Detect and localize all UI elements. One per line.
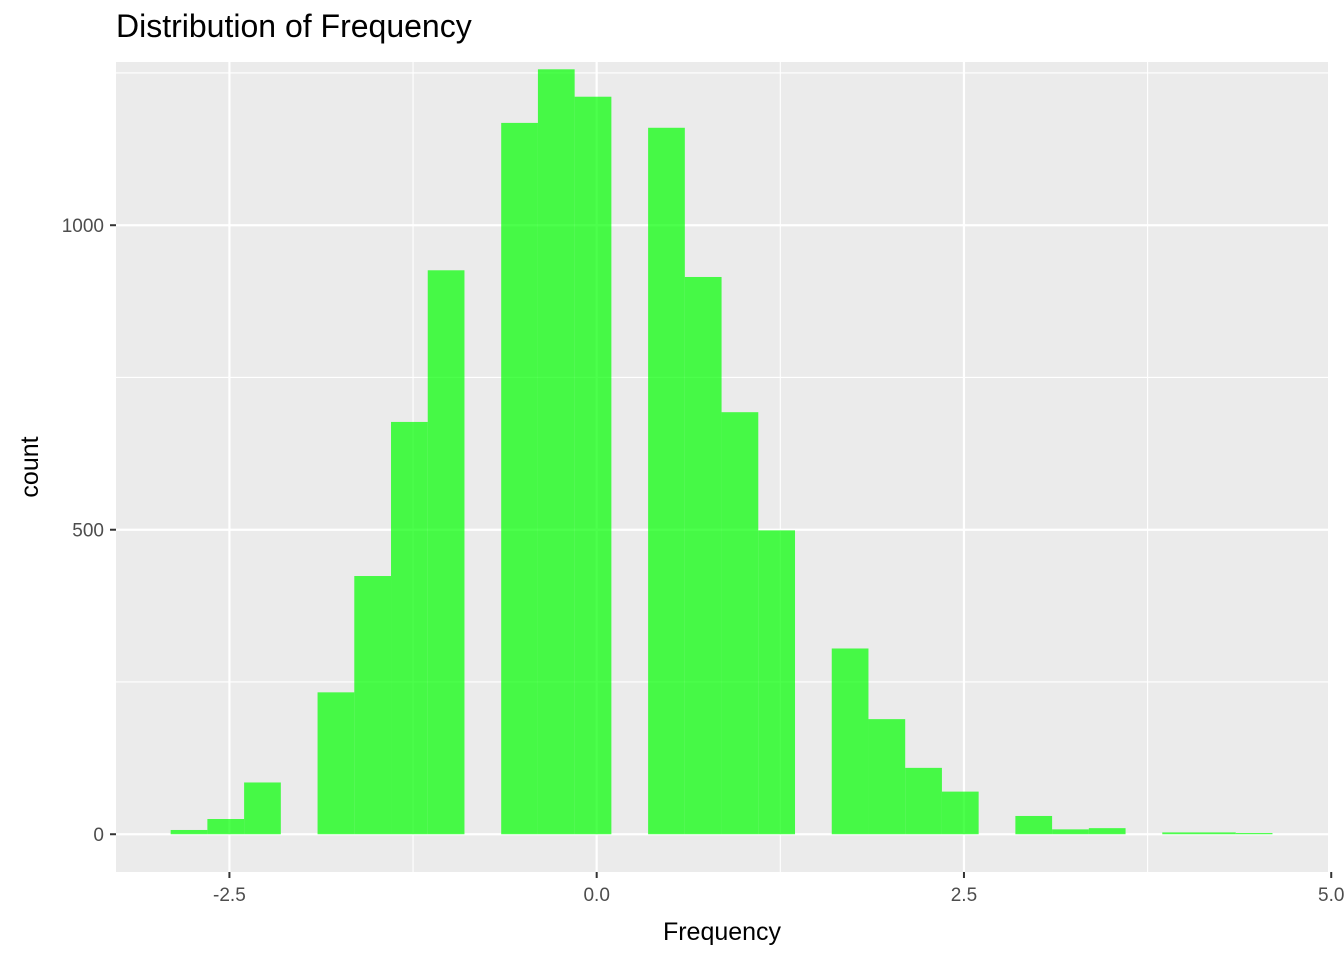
histogram-bar [391, 421, 428, 835]
y-tick-labels: 0 500 1000 [62, 216, 104, 846]
x-axis-title: Frequency [663, 918, 782, 946]
x-tick-label: 2.5 [951, 885, 977, 906]
histogram-bar [244, 782, 281, 835]
histogram-bar [905, 767, 942, 835]
histogram-bar [574, 96, 612, 835]
y-tick-label: 1000 [62, 216, 104, 237]
y-axis-title: count [16, 436, 44, 497]
x-tick-labels: -2.5 0.0 2.5 5.0 [213, 885, 1344, 906]
histogram-bar [721, 412, 759, 835]
y-tick-label: 500 [72, 521, 104, 542]
histogram-bar [868, 719, 906, 835]
histogram-bar [537, 69, 575, 835]
histogram-bar [1235, 833, 1273, 835]
histogram-bar [1199, 832, 1236, 835]
histogram-bar [207, 819, 245, 835]
histogram-bar [684, 276, 722, 835]
histogram-bars [170, 69, 1273, 835]
histogram-bar [170, 829, 208, 835]
chart-title: Distribution of Frequency [116, 8, 472, 44]
x-tick-label: -2.5 [213, 885, 246, 906]
axis-ticks [110, 224, 1333, 878]
x-tick-label: 0.0 [583, 885, 609, 906]
histogram-bar [1162, 832, 1200, 835]
x-tick-label: 5.0 [1318, 885, 1344, 906]
histogram-bar [1015, 815, 1053, 835]
histogram-bar [501, 122, 538, 835]
histogram-bar [941, 791, 979, 835]
histogram-bar [1052, 829, 1089, 835]
histogram-bar [831, 648, 869, 835]
histogram-bar [1088, 828, 1126, 835]
histogram-bar [317, 692, 355, 835]
histogram-bar [758, 530, 796, 835]
histogram-bar [427, 270, 465, 835]
y-tick-label: 0 [93, 825, 104, 846]
histogram-bar [354, 576, 392, 835]
histogram-bar [648, 127, 685, 835]
